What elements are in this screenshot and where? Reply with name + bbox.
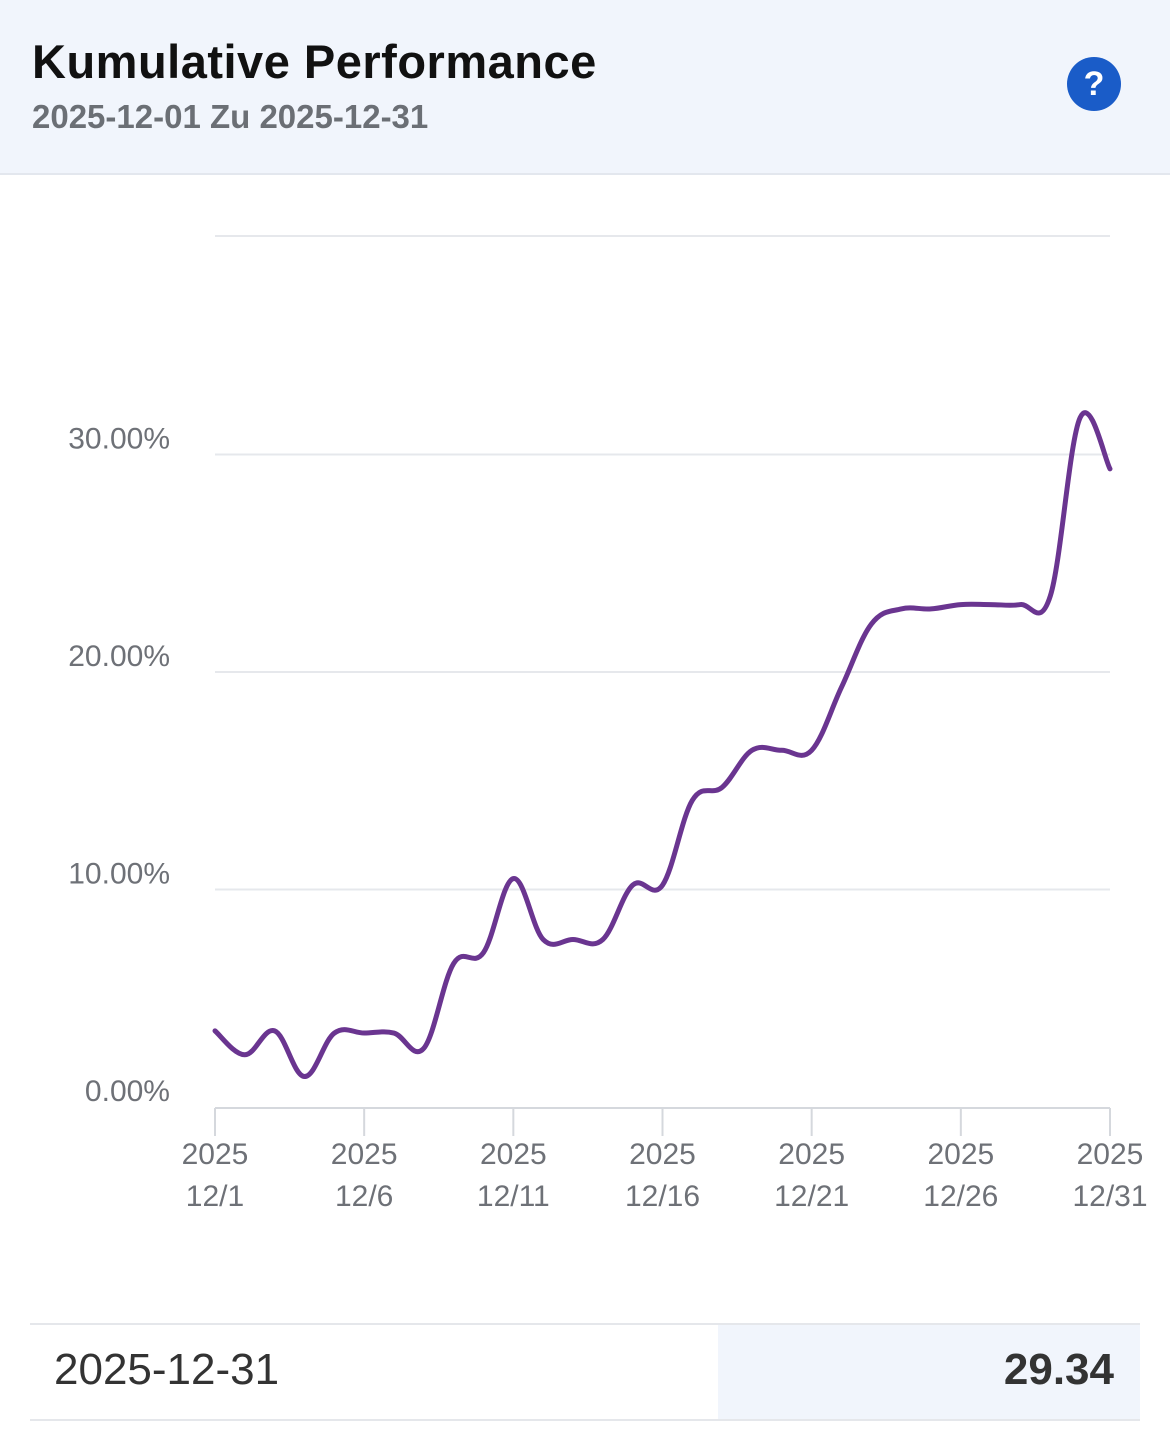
x-tick-label-year: 2025 bbox=[480, 1138, 547, 1171]
x-tick-label-date: 12/1 bbox=[186, 1180, 244, 1213]
x-tick-label-year: 2025 bbox=[331, 1138, 398, 1171]
date-range: 2025-12-01 Zu 2025-12-31 bbox=[32, 98, 429, 135]
performance-chart[interactable]: 0.00% 10.00% 20.00% 30.00% 2025 12/1 2025 12/6 2… bbox=[0, 176, 1170, 1256]
summary-value-cell bbox=[718, 1325, 1140, 1419]
x-tick-label-year: 2025 bbox=[927, 1138, 994, 1171]
chart-canvas: 0.00% 10.00% 20.00% 30.00% 2025 12/1 2025 12/6 2… bbox=[68, 235, 1148, 1213]
summary-value: 29.34 bbox=[1003, 1345, 1114, 1394]
chart-title: Kumulative Performance bbox=[32, 35, 597, 88]
x-tick-label-date: 12/26 bbox=[923, 1180, 998, 1213]
x-tick-label-date: 12/16 bbox=[625, 1180, 700, 1213]
x-tick-label-year: 2025 bbox=[629, 1138, 696, 1171]
x-tick-label-date: 12/21 bbox=[774, 1180, 849, 1213]
y-tick-label: 20.00% bbox=[68, 640, 170, 673]
x-tick-label-date: 12/6 bbox=[335, 1180, 393, 1213]
x-tick-label-date: 12/31 bbox=[1072, 1180, 1147, 1213]
y-tick-label: 30.00% bbox=[68, 423, 170, 456]
x-tick-label-date: 12/11 bbox=[477, 1180, 550, 1213]
help-icon[interactable]: ? bbox=[1067, 57, 1121, 111]
x-tick-label-year: 2025 bbox=[182, 1138, 249, 1171]
chart-header: Kumulative Performance 2025-12-01 Zu 202… bbox=[0, 0, 1170, 175]
y-tick-label: 0.00% bbox=[85, 1075, 170, 1108]
y-tick-label: 10.00% bbox=[68, 858, 170, 891]
summary-date: 2025-12-31 bbox=[54, 1345, 280, 1394]
x-tick-label-year: 2025 bbox=[1077, 1138, 1144, 1171]
summary-row: 2025-12-31 29.34 bbox=[30, 1323, 1140, 1421]
x-tick-label-year: 2025 bbox=[778, 1138, 845, 1171]
performance-line bbox=[212, 410, 1113, 1080]
